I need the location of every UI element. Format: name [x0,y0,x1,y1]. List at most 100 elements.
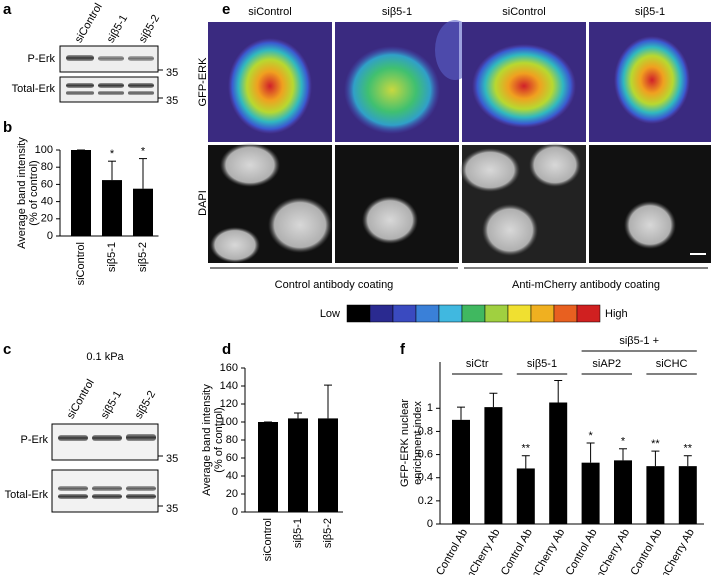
y-tick-label: 20 [226,488,238,500]
y-tick-label: 100 [220,416,238,428]
group-label: siβ5-1 [527,358,557,370]
blot-row-label: P-Erk [21,434,49,446]
supergroup-label: siβ5-1 + [619,335,659,347]
band [126,434,156,441]
y-tick-label: 80 [226,434,238,446]
y-tick-label: 0 [232,506,238,518]
x-tick-label: siβ5-2 [322,518,334,548]
band [92,435,122,441]
band [128,56,154,61]
band [66,55,94,61]
y-axis-label: Average band intensity [16,137,28,249]
blot-row-label: Total-Erk [5,489,49,501]
band [58,494,88,499]
significance: ** [684,443,693,455]
y-tick-label: 0.6 [418,448,433,460]
bar [452,419,470,524]
blot-row-label: P-Erk [28,53,56,65]
layout: a b c d e f siControl siβ5-1 siβ5-2 P-Er… [3,1,711,515]
y-tick-label: 120 [220,398,238,410]
band [92,486,122,491]
group-label: siCHC [656,358,688,370]
column-header: siβ5-1 [382,6,412,18]
y-tick-label: 40 [226,470,238,482]
coating-label: Control antibody coating [275,279,394,291]
y-axis-label: Average band intensity [201,384,213,496]
band [58,435,88,441]
band [128,91,154,95]
lane-label: siβ5-1 [99,389,124,421]
x-tick-label: siβ5-1 [292,518,304,548]
panel-label: d [222,341,231,358]
bar [258,422,278,512]
y-tick-label: 1 [427,402,433,414]
column-header: siβ5-1 [635,6,665,18]
panel-label: e [222,1,230,18]
y-tick-label: 0 [47,230,53,242]
marker-label: 35 [166,67,178,79]
group-label: siAP2 [592,358,621,370]
x-tick-label: siβ5-2 [137,242,149,272]
bar [614,460,632,524]
blot [59,76,159,103]
panel-label: b [3,119,12,136]
x-tick-label: Control Ab [499,527,535,575]
marker-label: 35 [166,453,178,465]
x-tick-label: siControl [75,242,87,285]
colorbar [346,304,601,323]
y-tick-label: 60 [41,178,53,190]
bar [484,407,503,524]
panel-label: f [400,341,406,358]
y-tick-label: 0.4 [418,472,433,484]
lane-label: siControl [73,1,105,45]
band [92,494,122,499]
y-tick-label: 40 [41,196,53,208]
x-tick-label: Control Ab [434,527,470,575]
column-header: siControl [502,6,545,18]
x-tick-label: Control Ab [628,527,664,575]
bar [549,402,568,524]
x-tick-label: siControl [262,518,274,561]
band [126,486,156,491]
band [58,486,88,491]
y-tick-label: 80 [41,161,53,173]
marker-label: 35 [166,95,178,107]
bar [646,466,665,524]
lane-label: siβ5-2 [137,13,162,45]
micrographs [208,20,711,263]
marker-label: 35 [166,503,178,515]
group-label: siCtr [466,358,489,370]
x-tick-label: Control Ab [564,527,600,575]
scale-label: Low [320,308,340,320]
y-axis-label: GFP-ERK nuclear [399,399,411,487]
y-tick-label: 140 [220,380,238,392]
blot [51,423,159,461]
bar [102,180,122,236]
panel-label: c [3,341,11,358]
bar [71,150,91,236]
condition-label: 0.1 kPa [86,351,124,363]
significance: * [110,148,115,160]
significance: ** [651,438,660,450]
band [128,83,154,88]
significance: * [141,146,146,158]
panel-label: a [3,1,12,18]
band [66,83,94,88]
row-label: GFP-ERK [197,57,209,107]
band [126,494,156,499]
row-label: DAPI [197,190,209,216]
y-tick-label: 0.8 [418,425,433,437]
scale-label: High [605,308,628,320]
band [66,91,94,95]
blot-row-label: Total-Erk [12,83,56,95]
y-tick-label: 20 [41,213,53,225]
coating-label: Anti-mCherry antibody coating [512,279,660,291]
y-tick-label: 100 [35,144,53,156]
y-axis-label: (% of control) [28,160,40,225]
y-tick-label: 0.2 [418,495,433,507]
bar [133,188,153,236]
y-tick-label: 60 [226,452,238,464]
bar [678,466,697,524]
lane-label: siControl [65,377,97,421]
